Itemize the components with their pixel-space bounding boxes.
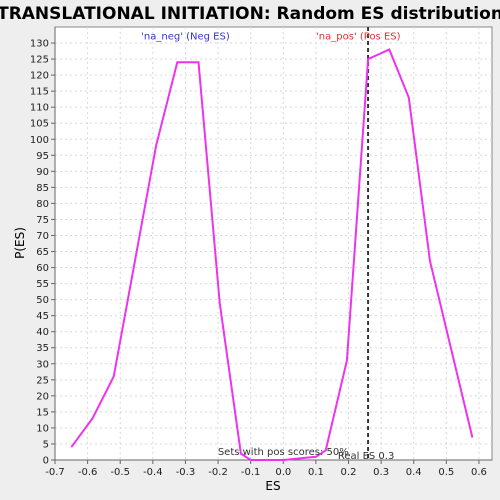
neg-es-annotation: 'na_neg' (Neg ES)	[141, 32, 230, 43]
y-tick-label: 110	[30, 103, 49, 114]
y-tick-label: 80	[36, 199, 49, 210]
y-tick-label: 30	[36, 359, 49, 370]
x-tick-label: -0.6	[78, 467, 98, 478]
chart-title: TRANSLATIONAL INITIATION: Random ES dist…	[0, 4, 500, 24]
axes: 0 5 10 15 20 25 30 35 40 45 50 55 60 65 70 75 80 85 90 95 10…	[30, 27, 492, 478]
plot-area	[54, 26, 493, 461]
y-tick-label: 85	[36, 183, 49, 194]
x-tick-label: 0.1	[308, 467, 324, 478]
x-tick-label: 0.6	[471, 467, 487, 478]
x-tick-label: -0.7	[45, 467, 65, 478]
y-tick-label: 25	[36, 375, 49, 386]
x-tick-label: 0.2	[341, 467, 357, 478]
x-tick-label: 0.4	[406, 467, 422, 478]
y-tick-label: 100	[30, 135, 49, 146]
y-tick-label: 20	[36, 391, 49, 402]
y-tick-label: 120	[30, 71, 49, 82]
y-tick-label: 60	[36, 263, 49, 274]
y-tick-label: 105	[30, 119, 49, 130]
x-tick-label: -0.1	[241, 467, 261, 478]
y-tick-label: 115	[30, 87, 49, 98]
y-tick-label: 55	[36, 279, 49, 290]
y-tick-label: 65	[36, 247, 49, 258]
y-tick-label: 5	[43, 439, 49, 450]
x-tick-label: -0.4	[143, 467, 163, 478]
series-layer	[70, 27, 474, 461]
y-tick-label: 40	[36, 327, 49, 338]
y-tick-label: 35	[36, 343, 49, 354]
y-axis-label: P(ES)	[13, 227, 27, 259]
y-tick-label: 95	[36, 151, 49, 162]
es-distribution-line	[70, 48, 474, 461]
x-tick-label: -0.2	[208, 467, 228, 478]
pos-es-annotation: 'na_pos' (Pos ES)	[316, 32, 401, 43]
y-tick-label: 10	[36, 423, 49, 434]
y-tick-label: 90	[36, 167, 49, 178]
x-tick-label: -0.3	[176, 467, 196, 478]
y-tick-label: 15	[36, 407, 49, 418]
real-es-label: Real ES 0.3	[338, 451, 394, 462]
y-tick-label: 130	[30, 39, 49, 50]
annotations: 'na_neg' (Neg ES) 'na_pos' (Pos ES) Sets…	[141, 32, 400, 462]
x-tick-label: 0.3	[373, 467, 389, 478]
y-tick-label: 125	[30, 55, 49, 66]
y-tick-label: 50	[36, 295, 49, 306]
x-tick-label: -0.5	[110, 467, 130, 478]
y-tick-label: 45	[36, 311, 49, 322]
x-axis-label: ES	[265, 479, 280, 493]
y-tick-label: 0	[43, 456, 49, 467]
y-tick-label: 70	[36, 231, 49, 242]
sets-pos-scores-annotation: Sets with pos scores: 50%	[218, 447, 349, 458]
x-tick-label: 0.5	[438, 467, 454, 478]
y-tick-label: 75	[36, 215, 49, 226]
x-tick-label: 0.0	[275, 467, 291, 478]
